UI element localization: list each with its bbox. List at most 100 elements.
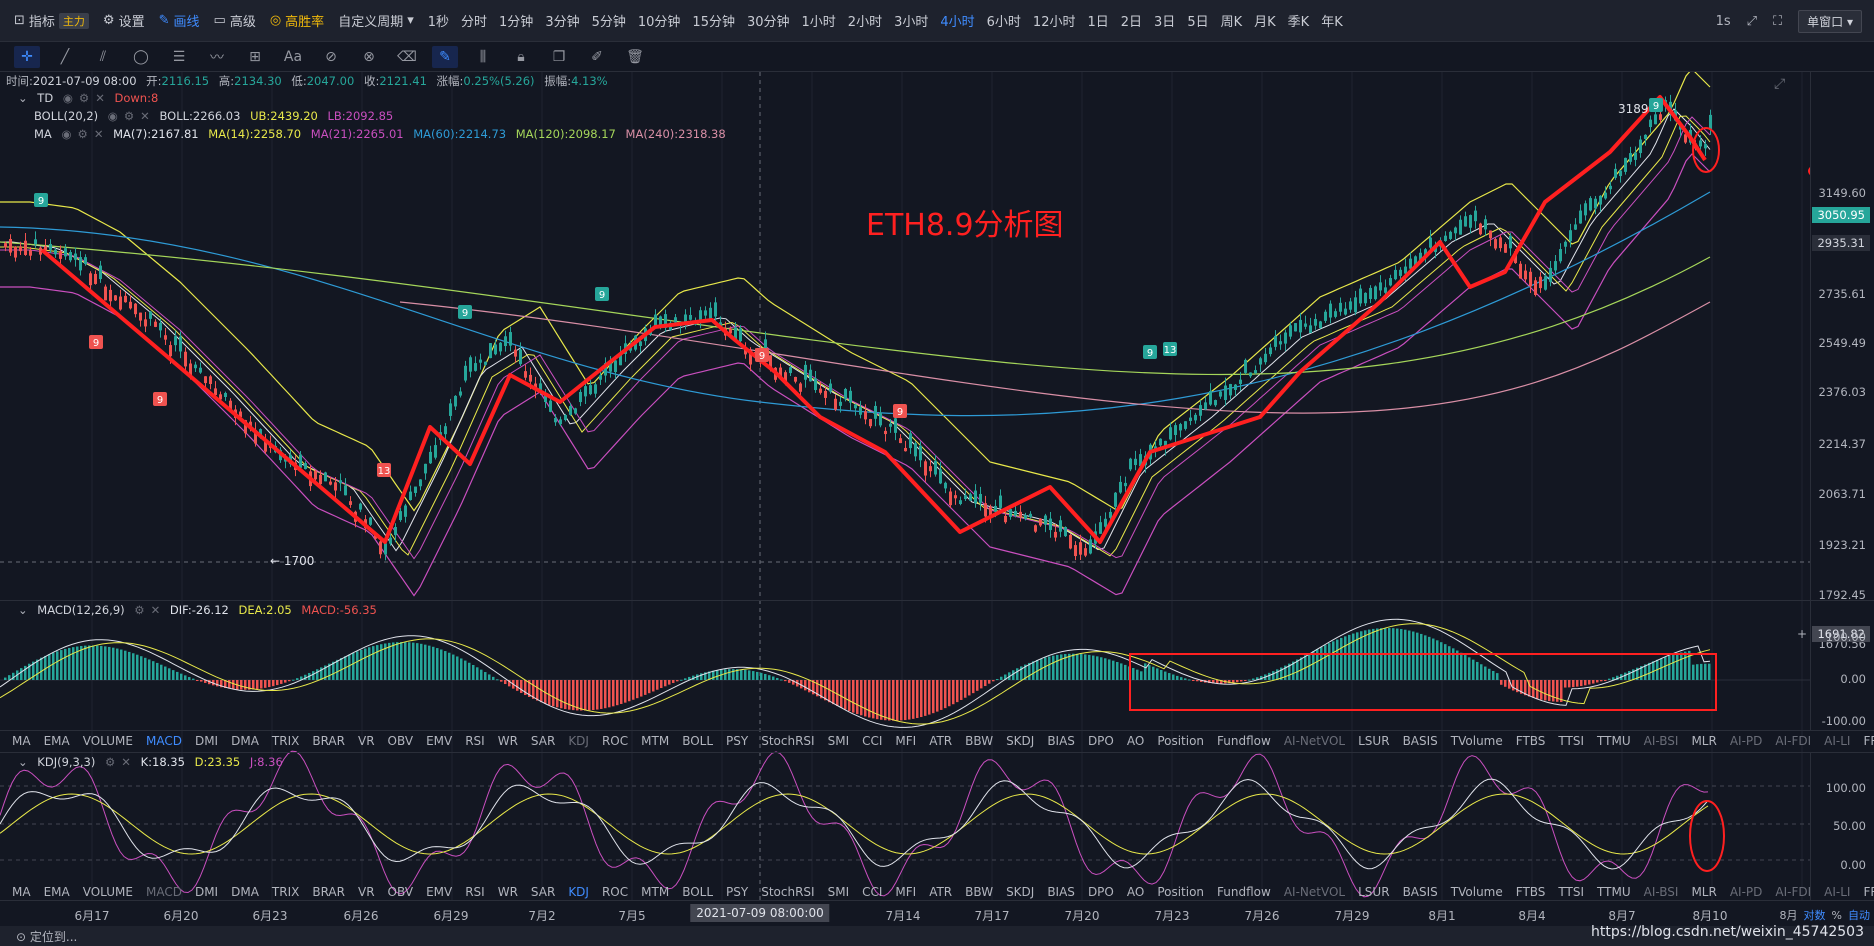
minimize-icon[interactable]: ⤢ — [1746, 13, 1758, 29]
indicator-tab-obv[interactable]: OBV — [387, 734, 414, 748]
period-16[interactable]: 3日 — [1154, 15, 1176, 30]
close-icon[interactable]: ✕ — [95, 91, 105, 105]
close-icon[interactable]: ✕ — [150, 603, 161, 617]
indicator-tab-dpo[interactable]: DPO — [1087, 734, 1114, 748]
pane-separator[interactable] — [0, 600, 1874, 601]
period-8[interactable]: 1小时 — [801, 15, 836, 30]
indicator-tab-emv[interactable]: EMV — [426, 734, 453, 748]
indicator-tab-ao[interactable]: AO — [1126, 885, 1145, 899]
indicator-tab-ai-pd[interactable]: AI-PD — [1729, 885, 1763, 899]
indicator-tab-ttsi[interactable]: TTSI — [1558, 885, 1585, 899]
period-19[interactable]: 月K — [1254, 15, 1276, 30]
period-15[interactable]: 2日 — [1120, 15, 1143, 30]
measure-tool-icon[interactable]: ⊞ — [249, 48, 261, 65]
indicator-tab-ttmu[interactable]: TTMU — [1597, 885, 1631, 899]
indicator-tab-kdj[interactable]: KDJ — [568, 734, 589, 748]
kdj-axis[interactable]: 100.00 50.00 0.00 — [1810, 752, 1874, 900]
axis-mode-auto[interactable]: 自动 — [1848, 909, 1870, 922]
pane-separator[interactable] — [0, 752, 1874, 753]
indicator-tab-bbw[interactable]: BBW — [965, 734, 994, 748]
collapse-icon[interactable]: ⌄ — [18, 603, 28, 617]
indicator-tab-macd[interactable]: MACD — [145, 885, 182, 899]
indicator-tab-fr[interactable]: FR — [1863, 734, 1874, 748]
indicator-tab-ema[interactable]: EMA — [43, 734, 70, 748]
wave-tool-icon[interactable]: 〰 — [210, 49, 224, 66]
gear-icon[interactable]: ⚙ — [134, 603, 145, 617]
period-5[interactable]: 10分钟 — [637, 15, 681, 30]
indicator-tab-ai-li[interactable]: AI-LI — [1824, 885, 1851, 899]
axis-mode-unit[interactable]: 对数 — [1803, 909, 1826, 922]
copy-icon[interactable]: ❐ — [552, 48, 566, 65]
indicator-tab-lsur[interactable]: LSUR — [1358, 734, 1390, 748]
period-6[interactable]: 15分钟 — [692, 15, 735, 30]
indicator-tab-roc[interactable]: ROC — [601, 885, 629, 899]
close-icon[interactable]: ✕ — [93, 127, 104, 141]
expand-icon[interactable]: ⤢ — [1774, 76, 1786, 92]
eye-icon[interactable]: ◉ — [62, 91, 73, 105]
indicator-tab-ma[interactable]: MA — [12, 734, 31, 748]
indicator-tab-mfi[interactable]: MFI — [895, 734, 917, 748]
eraser-icon[interactable]: ⌫ — [397, 48, 417, 65]
advanced-menu[interactable]: ▭ 高级 — [214, 11, 256, 30]
indicator-tab-brar[interactable]: BRAR — [312, 734, 345, 748]
indicator-tab-fr[interactable]: FR — [1863, 885, 1874, 899]
indicator-tab-skdj[interactable]: SKDJ — [1006, 885, 1035, 899]
indicator-tab-ai-fdi[interactable]: AI-FDI — [1775, 885, 1812, 899]
eye-icon[interactable]: ◉ — [61, 127, 72, 141]
price-axis[interactable]: 3149.60 2735.61 2549.49 2376.03 2214.37 2063.… — [1797, 72, 1874, 651]
indicator-tab-roc[interactable]: ROC — [601, 734, 629, 748]
window-select[interactable]: 单窗口 ▾ — [1798, 9, 1862, 33]
indicator-tab-psy[interactable]: PSY — [726, 734, 749, 748]
indicator-tab-wr[interactable]: WR — [497, 885, 518, 899]
indicator-tab-ai-fdi[interactable]: AI-FDI — [1775, 734, 1812, 748]
indicator-tab-bias[interactable]: BIAS — [1047, 734, 1075, 748]
indicator-tab-vr[interactable]: VR — [357, 734, 375, 748]
period-14[interactable]: 1日 — [1087, 15, 1109, 30]
indicator-tab-ftbs[interactable]: FTBS — [1515, 885, 1546, 899]
period-10[interactable]: 3小时 — [894, 15, 929, 30]
fib-tool-icon[interactable]: ☰ — [172, 48, 186, 65]
draw-mode-icon[interactable]: ✎ — [432, 45, 458, 68]
indicator-tab-smi[interactable]: SMI — [827, 885, 850, 899]
fullscreen-icon[interactable]: ⛶ — [1773, 13, 1783, 29]
indicator-tab-rsi[interactable]: RSI — [465, 734, 485, 748]
period-4[interactable]: 5分钟 — [591, 15, 626, 30]
period-20[interactable]: 季K — [1287, 15, 1310, 30]
indicator-tab-bias[interactable]: BIAS — [1047, 885, 1075, 899]
indicator-tab-ftbs[interactable]: FTBS — [1515, 734, 1546, 748]
gear-icon[interactable]: ⚙ — [104, 755, 116, 769]
indicator-tab-ai-netvol[interactable]: AI-NetVOL — [1283, 734, 1346, 748]
indicator-tab-fundflow[interactable]: Fundflow — [1217, 734, 1271, 748]
indicator-tab-ttsi[interactable]: TTSI — [1558, 734, 1585, 748]
indicator-tab-wr[interactable]: WR — [497, 734, 518, 748]
edit-icon[interactable]: ✐ — [591, 48, 603, 65]
magnet-icon[interactable]: ⊘ — [325, 48, 337, 65]
indicator-tab-stochrsi[interactable]: StochRSI — [761, 885, 815, 899]
period-11[interactable]: 4小时 — [940, 15, 975, 30]
period-13[interactable]: 12小时 — [1032, 15, 1076, 30]
candle-style-icon[interactable]: ⫼ — [479, 48, 487, 65]
indicator-tab-obv[interactable]: OBV — [387, 885, 414, 899]
period-1[interactable]: 分时 — [461, 15, 488, 30]
crosshair-tool-icon[interactable]: ✛ — [14, 45, 40, 68]
indicator-tab-tvolume[interactable]: TVolume — [1450, 734, 1503, 748]
indicator-tab-ma[interactable]: MA — [12, 885, 31, 899]
period-7[interactable]: 30分钟 — [746, 15, 790, 30]
period-17[interactable]: 5日 — [1187, 15, 1209, 30]
add-alert-icon[interactable]: + — [1797, 627, 1808, 641]
indicator-tab-lsur[interactable]: LSUR — [1358, 885, 1390, 899]
date-axis[interactable]: 6月176月206月236月266月297月27月517月147月177月207… — [0, 900, 1874, 926]
axis-mode-percent[interactable]: % — [1831, 909, 1842, 922]
indicator-tab-dmi[interactable]: DMI — [194, 734, 219, 748]
indicator-tab-mlr[interactable]: MLR — [1691, 734, 1717, 748]
indicator-tab-trix[interactable]: TRIX — [271, 734, 300, 748]
text-tool-icon[interactable]: Aa — [283, 48, 303, 65]
pane-separator[interactable] — [0, 730, 1874, 731]
indicator-tab-smi[interactable]: SMI — [827, 734, 850, 748]
custom-period-menu[interactable]: 自定义周期 ▾ — [338, 11, 414, 30]
locate-button[interactable]: ⊙ 定位到... — [16, 930, 78, 944]
draw-menu[interactable]: ✎ 画线 — [159, 11, 200, 30]
indicator-tab-atr[interactable]: ATR — [929, 885, 953, 899]
indicator-tab-basis[interactable]: BASIS — [1402, 885, 1438, 899]
indicator-tab-cci[interactable]: CCI — [862, 885, 883, 899]
